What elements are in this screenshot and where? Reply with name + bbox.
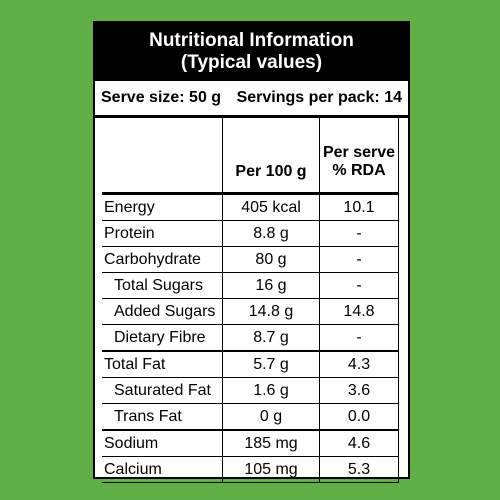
per-100g-value: 14.8 g	[222, 298, 320, 325]
per-100g-value: 405 kcal	[222, 192, 320, 221]
per-100g-value: 105 mg	[222, 456, 320, 483]
per-100g-value: 5.7 g	[222, 350, 320, 378]
table-row: Sodium 185 mg 4.6	[102, 429, 399, 457]
nutrient-name: Carbohydrate	[102, 246, 223, 273]
rda-value: -	[319, 272, 399, 299]
rda-column-header: Per serve % RDA	[319, 117, 399, 194]
serve-size: Serve size: 50 g	[101, 89, 222, 106]
table-row: Total Fat 5.7 g 4.3	[102, 350, 399, 378]
rda-header-line2: % RDA	[332, 162, 386, 179]
nutrition-table: Per 100 g Per serve % RDA Energy 405 kca…	[102, 117, 399, 483]
rda-value: 4.6	[319, 429, 399, 457]
nutrient-name: Calcium	[102, 456, 223, 483]
nutrient-name: Added Sugars	[102, 298, 223, 325]
rda-header-line1: Per serve	[322, 144, 396, 161]
nutrient-name: Protein	[102, 220, 223, 247]
table-row: Saturated Fat 1.6 g 3.6	[102, 377, 399, 404]
servings-per-pack: Servings per pack: 14	[236, 89, 402, 106]
table-row: Total Sugars 16 g -	[102, 272, 399, 299]
nutrient-name: Saturated Fat	[102, 377, 223, 404]
table-row: Calcium 105 mg 5.3	[102, 456, 399, 483]
rda-value: 3.6	[319, 377, 399, 404]
rda-value: 4.3	[319, 350, 399, 378]
table-header-row: Per 100 g Per serve % RDA	[102, 117, 399, 194]
nutrition-panel: Nutritional Information (Typical values)…	[93, 21, 410, 483]
rda-value: 5.3	[319, 456, 399, 483]
rda-value: 10.1	[319, 192, 399, 221]
serve-info-row: Serve size: 50 g Servings per pack: 14	[95, 81, 408, 118]
nutrition-title: Nutritional Information	[149, 30, 354, 51]
table-row: Trans Fat 0 g 0.0	[102, 403, 399, 431]
per-100g-column-header: Per 100 g	[222, 117, 320, 194]
nutrition-header: Nutritional Information (Typical values)	[95, 23, 408, 81]
rda-value: 14.8	[319, 298, 399, 325]
nutrient-name: Sodium	[102, 429, 223, 457]
table-row: Energy 405 kcal 10.1	[102, 192, 399, 221]
per-100g-value: 185 mg	[222, 429, 320, 457]
table-row: Protein 8.8 g -	[102, 220, 399, 247]
per-100g-value: 8.7 g	[222, 324, 320, 352]
nutrient-name: Total Sugars	[102, 272, 223, 299]
nutrient-column-header	[102, 117, 223, 194]
per-100g-value: 16 g	[222, 272, 320, 299]
per-100g-value: 1.6 g	[222, 377, 320, 404]
table-row: Added Sugars 14.8 g 14.8	[102, 298, 399, 325]
nutrient-name: Dietary Fibre	[102, 324, 223, 352]
rda-value: -	[319, 324, 399, 352]
per-100g-value: 8.8 g	[222, 220, 320, 247]
nutrient-name: Energy	[102, 192, 223, 221]
per-100g-value: 0 g	[222, 403, 320, 431]
table-row: Carbohydrate 80 g -	[102, 246, 399, 273]
table-row: Dietary Fibre 8.7 g -	[102, 324, 399, 352]
rda-value: 0.0	[319, 403, 399, 431]
nutrition-subtitle: (Typical values)	[180, 52, 323, 73]
per-100g-value: 80 g	[222, 246, 320, 273]
rda-value: -	[319, 220, 399, 247]
nutrient-name: Total Fat	[102, 350, 223, 378]
nutrient-name: Trans Fat	[102, 403, 223, 431]
rda-value: -	[319, 246, 399, 273]
